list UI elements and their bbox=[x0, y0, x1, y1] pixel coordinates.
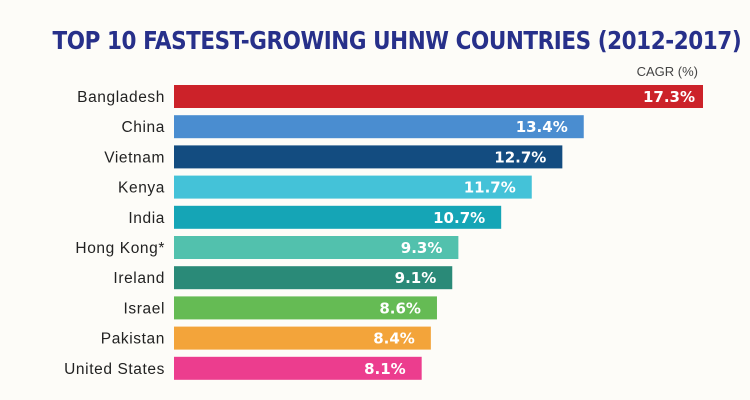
category-label: India bbox=[128, 210, 165, 227]
bar-group: India 10.7% bbox=[128, 205, 502, 229]
value-label: 9.3% bbox=[401, 239, 443, 257]
bar bbox=[174, 296, 437, 320]
category-label: Hong Kong* bbox=[75, 240, 165, 257]
bar-group: Hong Kong* 9.3% bbox=[75, 236, 459, 259]
bar bbox=[174, 85, 703, 108]
bar-group: Pakistan 8.4% bbox=[101, 326, 431, 350]
bar bbox=[174, 175, 532, 199]
category-label: United States bbox=[64, 361, 165, 378]
value-label: 12.7% bbox=[494, 148, 546, 166]
value-label: 8.6% bbox=[379, 299, 421, 317]
bar-group: United States 8.1% bbox=[64, 356, 422, 380]
value-label: 9.1% bbox=[395, 269, 437, 287]
bar-group: Kenya 11.7% bbox=[118, 175, 532, 199]
bar bbox=[174, 266, 453, 290]
value-label: 11.7% bbox=[464, 179, 516, 197]
bar-group: Bangladesh 17.3% bbox=[77, 85, 703, 108]
bar-group: Vietnam 12.7% bbox=[104, 145, 563, 169]
category-label: Vietnam bbox=[104, 149, 165, 166]
bar bbox=[174, 236, 459, 259]
category-label: Ireland bbox=[113, 270, 165, 287]
category-label: Pakistan bbox=[101, 331, 165, 348]
chart-title: TOP 10 FASTEST-GROWING UHNW COUNTRIES (2… bbox=[52, 26, 742, 55]
category-label: Bangladesh bbox=[77, 89, 165, 106]
value-label: 8.4% bbox=[373, 330, 415, 348]
bar-group: China 13.4% bbox=[122, 115, 584, 139]
bar bbox=[174, 115, 584, 139]
value-label: 10.7% bbox=[433, 209, 485, 227]
bar-group: Israel 8.6% bbox=[123, 296, 437, 320]
bar-group: Ireland 9.1% bbox=[113, 266, 453, 290]
bar bbox=[174, 326, 431, 350]
bar bbox=[174, 205, 502, 229]
category-label: Kenya bbox=[118, 180, 165, 197]
value-label: 13.4% bbox=[516, 118, 568, 136]
unit-label: CAGR (%) bbox=[636, 64, 698, 79]
value-label: 8.1% bbox=[364, 360, 406, 378]
category-label: Israel bbox=[123, 300, 165, 317]
bar bbox=[174, 145, 563, 169]
bar bbox=[174, 356, 422, 380]
value-label: 17.3% bbox=[643, 88, 695, 106]
category-label: China bbox=[122, 119, 166, 136]
